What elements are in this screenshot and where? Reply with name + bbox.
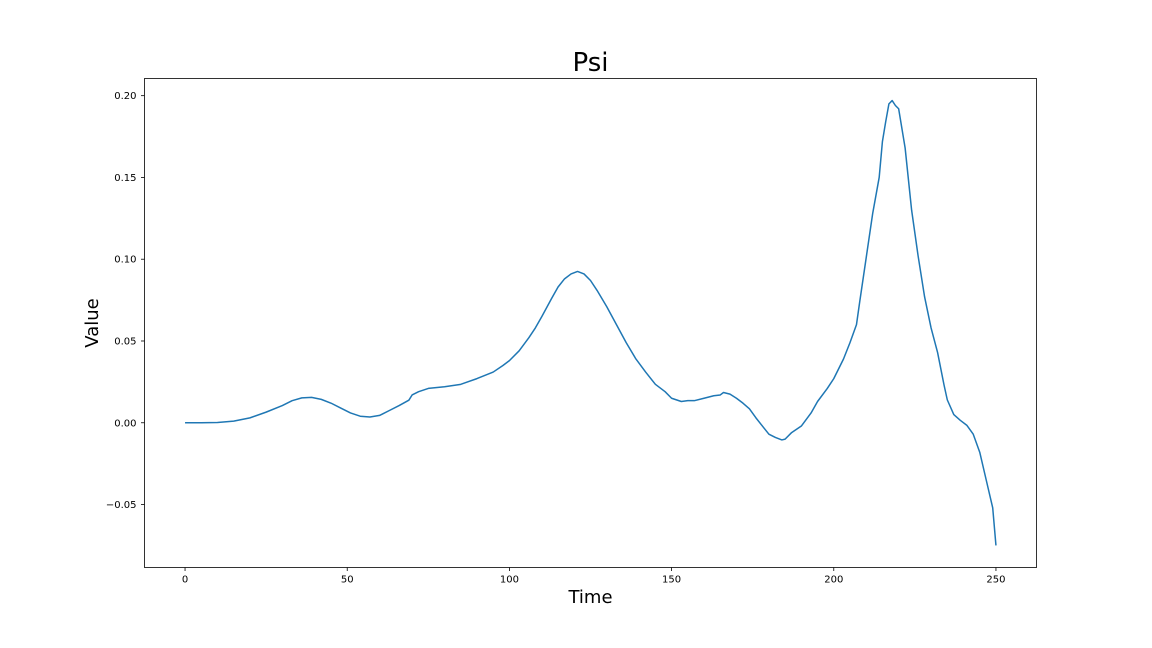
y-axis-title: Value	[82, 298, 103, 347]
y-tick-label: 0.20	[114, 91, 136, 102]
x-tick-label: 250	[986, 575, 1005, 586]
x-axis-title: Time	[567, 587, 612, 608]
y-axis: −0.05 0.00 0.05 0.10 0.15 0.20	[106, 91, 145, 511]
x-tick-label: 100	[500, 575, 519, 586]
y-tick-label: 0.00	[114, 418, 136, 429]
x-tick-label: 150	[662, 575, 681, 586]
y-tick-label: 0.15	[114, 173, 136, 184]
y-tick-label: −0.05	[106, 500, 137, 511]
plot-frame	[144, 78, 1037, 568]
y-tick-label: 0.10	[114, 255, 136, 266]
plot-area	[144, 78, 1037, 568]
x-tick-label: 0	[182, 575, 188, 586]
chart-title: Psi	[573, 48, 609, 78]
x-tick-label: 50	[341, 575, 354, 586]
x-axis: 0 50 100 150 200 250	[182, 567, 1006, 586]
series-line	[185, 99, 997, 546]
x-tick-label: 200	[824, 575, 843, 586]
y-tick-label: 0.05	[114, 336, 136, 347]
